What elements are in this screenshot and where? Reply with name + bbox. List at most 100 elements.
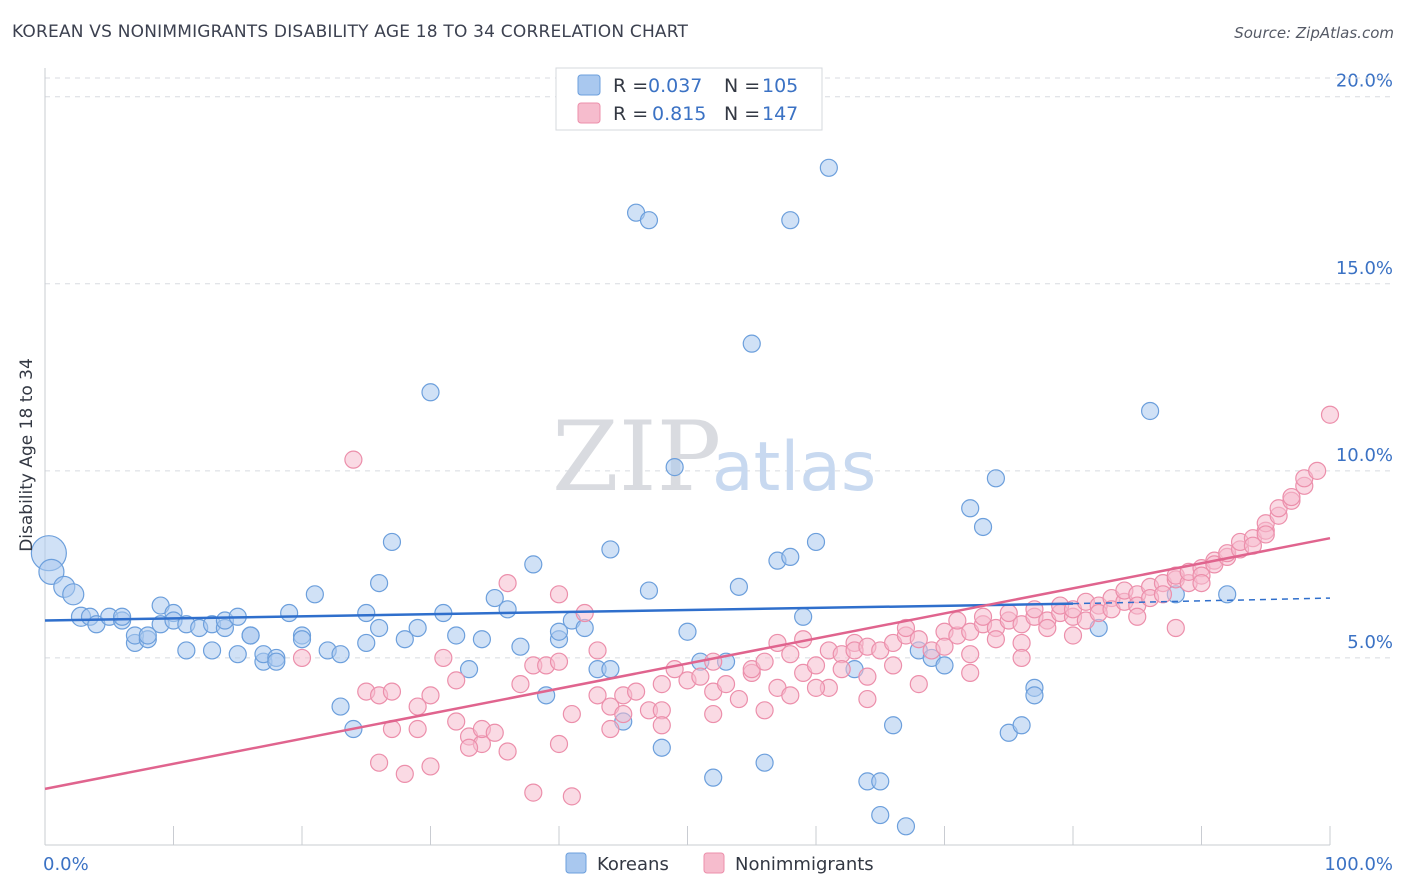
korean-point — [871, 805, 890, 825]
bottom-legend-swatch-koreans — [565, 852, 587, 874]
koreans-trend-line — [44, 602, 1074, 622]
korean-point — [62, 583, 85, 606]
axes: 0.0% 100.0% — [43, 68, 1393, 875]
nonimmigrant-point — [1012, 648, 1031, 668]
korean-point — [742, 334, 761, 353]
korean-point — [498, 600, 517, 619]
legend-r-label-koreans: R = — [613, 75, 648, 97]
legend-n-label-nonimmigrants: N = — [724, 103, 760, 125]
nonimmigrant-point — [935, 637, 954, 656]
nonimmigrant-point — [1153, 585, 1173, 604]
nonimmigrant-point — [549, 652, 569, 671]
korean-point — [1218, 585, 1237, 604]
nonimmigrant-point — [781, 645, 800, 664]
y-tick-label: 15.0% — [1336, 258, 1393, 279]
bottom-legend-label-koreans: Koreans — [597, 854, 669, 875]
nonimmigrant-point — [447, 671, 466, 690]
nonimmigrant-point — [485, 723, 504, 742]
korean-point — [331, 697, 350, 716]
nonimmigrant-point — [562, 704, 581, 724]
legend-n-value-nonimmigrants: 147 — [762, 103, 798, 125]
nonimmigrant-point — [729, 689, 749, 709]
korean-point — [395, 630, 414, 649]
nonimmigrant-point — [614, 704, 633, 724]
korean-point — [112, 607, 132, 626]
korean-point — [1012, 716, 1031, 735]
legend-r-value-koreans: 0.037 — [648, 75, 702, 97]
korean-point — [524, 555, 543, 574]
nonimmigrant-point — [716, 675, 736, 694]
korean-point — [382, 532, 402, 552]
top-legend: R = 0.037 N = 105 R = 0.815 N = 147 — [555, 67, 823, 131]
korean-point — [241, 626, 260, 645]
korean-point — [961, 499, 980, 518]
nonimmigrant-point — [562, 787, 581, 806]
chart-title: KOREAN VS NONIMMIGRANTS DISABILITY AGE 1… — [12, 22, 689, 42]
korean-point — [665, 458, 684, 477]
nonimmigrant-point — [1320, 405, 1340, 424]
legend-r-label-nonimmigrants: R = — [613, 103, 648, 125]
korean-point — [370, 618, 389, 638]
nonimmigrant-point — [549, 585, 569, 604]
korean-point — [781, 211, 800, 230]
nonimmigrant-point — [395, 764, 414, 784]
legend-n-value-koreans: 105 — [762, 75, 798, 97]
korean-point — [459, 660, 479, 679]
nonimmigrant-point — [370, 753, 389, 772]
nonimmigrant-point — [691, 667, 710, 686]
bottom-legend: Koreans Nonimmigrants — [565, 852, 874, 875]
legend-swatch-koreans — [577, 74, 601, 96]
x-tick-label-max: 100.0% — [1324, 854, 1393, 875]
legend-n-label-koreans: N = — [724, 75, 760, 97]
koreans-points — [30, 158, 1237, 836]
y-tick-label: 20.0% — [1336, 71, 1393, 92]
watermark: ZIP atlas — [552, 401, 876, 513]
y-tick-label: 10.0% — [1336, 445, 1393, 466]
korean-point — [267, 652, 286, 671]
korean-point — [639, 211, 659, 230]
korean-point — [883, 716, 903, 735]
nonimmigrant-point — [421, 757, 440, 776]
nonimmigrant-point — [806, 656, 826, 675]
nonimmigrant-point — [408, 719, 427, 739]
nonimmigrant-point — [806, 678, 826, 697]
korean-point — [935, 656, 954, 675]
nonimmigrant-point — [421, 686, 440, 705]
korean-point — [370, 573, 389, 593]
nonimmigrant-point — [588, 686, 607, 705]
nonimmigrant-point — [652, 675, 671, 694]
nonimmigrant-point — [1128, 607, 1147, 626]
nonimmigrant-point — [292, 648, 312, 668]
korean-point — [678, 622, 697, 641]
korean-point — [973, 517, 993, 537]
nonimmigrant-point — [704, 652, 723, 671]
nonimmigrant-point — [382, 682, 402, 701]
trend-lines — [44, 536, 1331, 791]
nonimmigrant-point — [549, 734, 569, 754]
nonimmigrant-point — [1166, 618, 1185, 638]
nonimmigrant-point — [1063, 626, 1083, 645]
korean-point — [305, 585, 324, 604]
nonimmigrants-points — [292, 405, 1340, 806]
nonimmigrant-point — [883, 656, 903, 675]
nonimmigrant-point — [961, 663, 980, 682]
korean-point — [357, 633, 376, 653]
nonimmigrant-point — [896, 618, 916, 638]
korean-point — [729, 577, 749, 596]
korean-point — [485, 588, 504, 608]
korean-point — [601, 660, 620, 679]
nonimmigrant-point — [1192, 573, 1211, 593]
koreans-trend-extension — [1072, 597, 1331, 605]
x-tick-label-min: 0.0% — [43, 854, 89, 875]
korean-point — [549, 622, 569, 641]
korean-point — [408, 618, 427, 638]
nonimmigrant-point — [459, 738, 479, 757]
nonimmigrant-point — [961, 645, 980, 664]
nonimmigrants-trend-line — [44, 536, 1331, 791]
nonimmigrant-point — [575, 603, 594, 623]
watermark-zip: ZIP — [552, 401, 721, 513]
korean-point — [806, 532, 826, 552]
nonimmigrant-point — [447, 712, 466, 731]
korean-point — [177, 641, 196, 660]
